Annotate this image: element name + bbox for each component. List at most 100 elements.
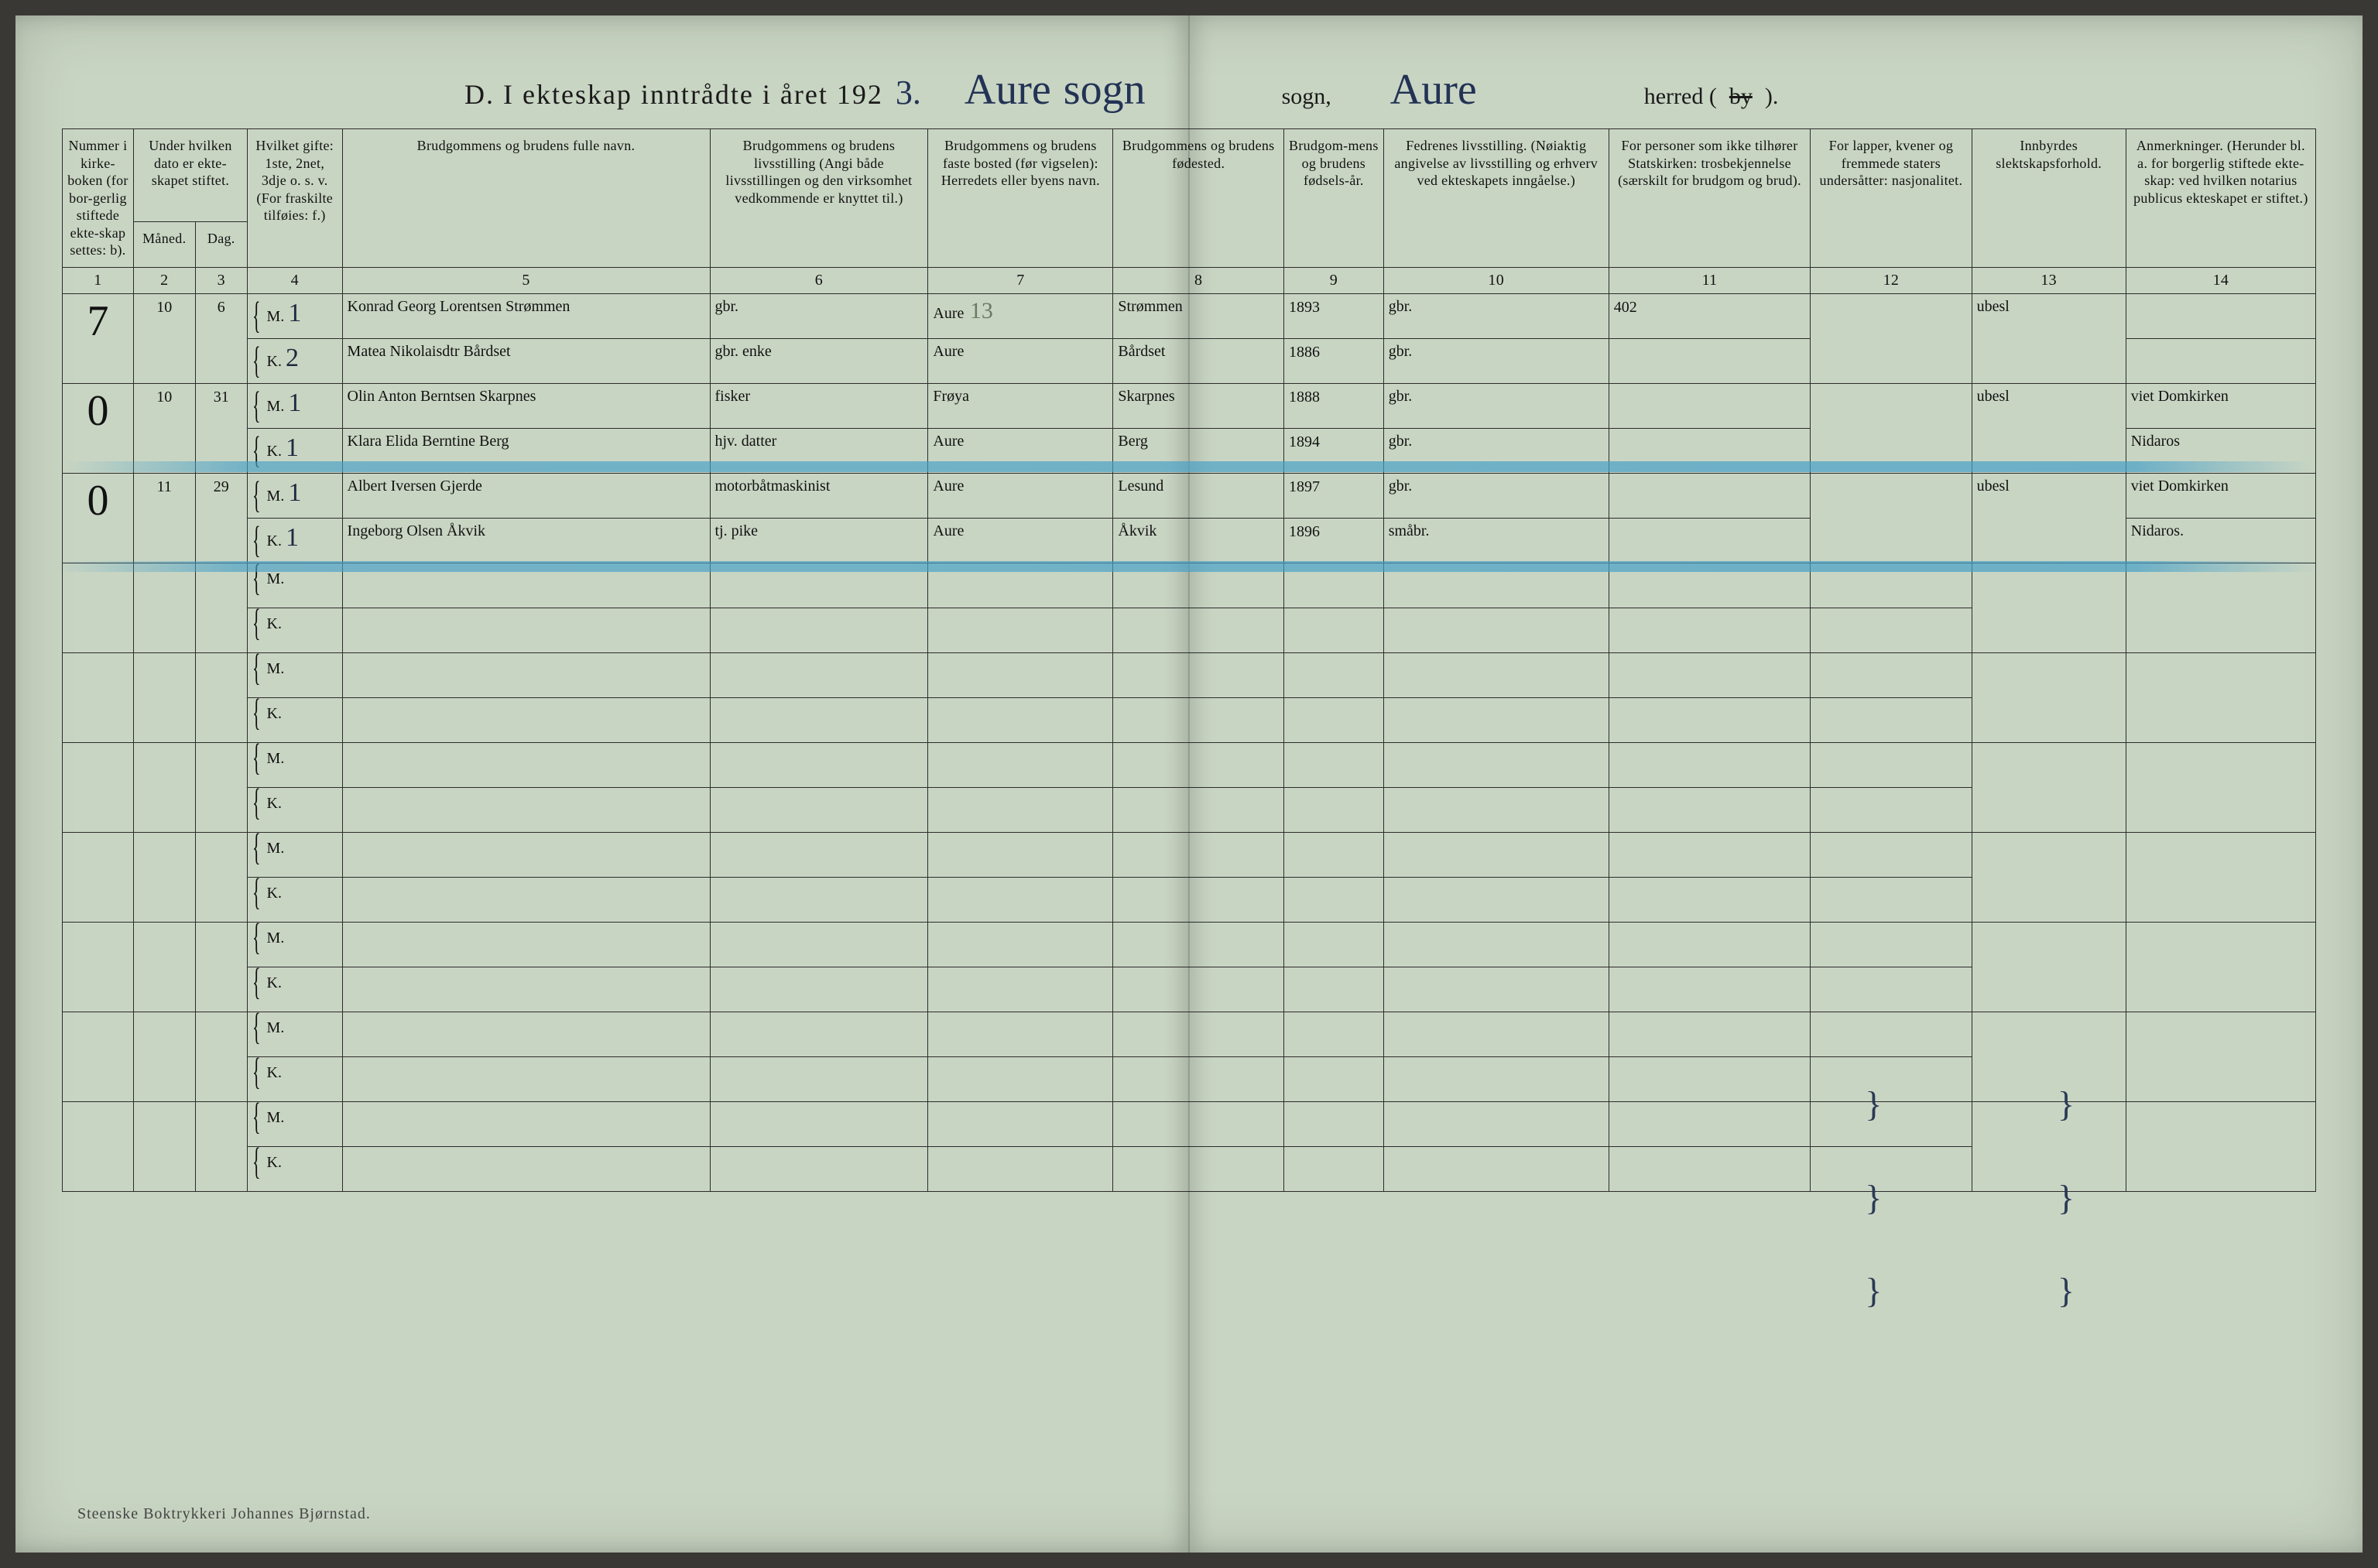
colnum-6: 6 <box>710 267 928 293</box>
mk-label: {K. <box>247 1146 342 1191</box>
empty-cell <box>1811 1012 1972 1056</box>
empty-cell <box>928 742 1113 787</box>
empty-cell <box>133 922 195 1012</box>
empty-cell <box>1113 652 1284 697</box>
colnum-10: 10 <box>1383 267 1609 293</box>
bride-father-occ: småbr. <box>1383 518 1609 563</box>
groom-c11 <box>1609 383 1810 428</box>
empty-cell <box>1609 1101 1810 1146</box>
empty-cell <box>1811 1056 1972 1101</box>
col-header-2a: Måned. <box>133 221 195 267</box>
colnum-3: 3 <box>195 267 247 293</box>
empty-cell <box>1383 787 1609 832</box>
empty-cell <box>1113 563 1284 608</box>
empty-cell <box>1113 877 1284 922</box>
entry-month: 10 <box>133 383 195 473</box>
col-header-10: Fedrenes livsstilling. (Nøiaktig angivel… <box>1383 129 1609 268</box>
empty-cell <box>928 1012 1113 1056</box>
empty-cell <box>1811 1146 1972 1191</box>
bride-remark <box>2126 338 2315 383</box>
empty-cell <box>342 697 710 742</box>
bride-name: Klara Elida Berntine Berg <box>342 428 710 473</box>
empty-cell <box>710 652 928 697</box>
empty-cell <box>928 1056 1113 1101</box>
empty-cell <box>1383 967 1609 1012</box>
title-herred-pre: herred ( <box>1644 84 1717 110</box>
empty-cell <box>63 1101 134 1191</box>
colnum-4: 4 <box>247 267 342 293</box>
groom-birthyear: 1888 <box>1284 383 1384 428</box>
empty-cell <box>1972 832 2126 922</box>
empty-cell <box>928 1101 1113 1146</box>
empty-cell <box>1811 697 1972 742</box>
empty-cell <box>342 742 710 787</box>
groom-occupation: gbr. <box>710 293 928 338</box>
entry-month: 11 <box>133 473 195 563</box>
empty-cell <box>710 742 928 787</box>
colnum-1: 1 <box>63 267 134 293</box>
empty-cell <box>2126 1012 2315 1101</box>
entry-relation: ubesl <box>1972 473 2126 563</box>
empty-cell <box>1284 1012 1384 1056</box>
groom-birthplace: Lesund <box>1113 473 1284 518</box>
empty-cell <box>1811 922 1972 967</box>
empty-cell <box>710 967 928 1012</box>
empty-cell <box>1972 1012 2126 1101</box>
empty-cell <box>1284 832 1384 877</box>
empty-cell <box>1383 1012 1609 1056</box>
empty-cell <box>1284 877 1384 922</box>
entry-number: 7 <box>63 293 134 383</box>
bride-c11 <box>1609 428 1810 473</box>
empty-cell <box>1113 1056 1284 1101</box>
empty-cell <box>928 832 1113 877</box>
groom-occupation: motorbåtmaskinist <box>710 473 928 518</box>
empty-cell <box>342 787 710 832</box>
groom-birthyear: 1897 <box>1284 473 1384 518</box>
groom-remark: viet Domkirken <box>2126 383 2315 428</box>
col-header-9: Brudgom-mens og brudens fødsels-år. <box>1284 129 1384 268</box>
mk-label: {K. <box>247 608 342 652</box>
empty-cell <box>928 697 1113 742</box>
empty-cell <box>1113 1101 1284 1146</box>
empty-cell <box>1609 967 1810 1012</box>
empty-cell <box>1811 877 1972 922</box>
bride-remark: Nidaros <box>2126 428 2315 473</box>
col-header-11: For personer som ikke tilhører Statskirk… <box>1609 129 1810 268</box>
empty-cell <box>2126 652 2315 742</box>
empty-cell <box>710 922 928 967</box>
title-herred-hand: Aure <box>1390 65 1477 115</box>
groom-residence: Aure 13 <box>928 293 1113 338</box>
empty-cell <box>1284 742 1384 787</box>
empty-cell <box>1811 608 1972 652</box>
empty-cell <box>1811 563 1972 608</box>
mk-label: {K. 1 <box>247 518 342 563</box>
groom-residence: Frøya <box>928 383 1113 428</box>
groom-name: Albert Iversen Gjerde <box>342 473 710 518</box>
empty-cell <box>63 742 134 832</box>
empty-cell <box>342 967 710 1012</box>
title-herred-strike: by <box>1729 84 1753 110</box>
bride-occupation: hjv. datter <box>710 428 928 473</box>
empty-cell <box>1609 877 1810 922</box>
col-header-5: Brudgommens og brudens fulle navn. <box>342 129 710 268</box>
bride-c11 <box>1609 518 1810 563</box>
empty-cell <box>1284 967 1384 1012</box>
mk-label: {M. 1 <box>247 293 342 338</box>
empty-cell <box>1113 1146 1284 1191</box>
empty-cell <box>1284 1146 1384 1191</box>
col-header-14: Anmerkninger. (Herunder bl. a. for borge… <box>2126 129 2315 268</box>
colnum-2: 2 <box>133 267 195 293</box>
groom-father-occ: gbr. <box>1383 473 1609 518</box>
empty-cell <box>195 652 247 742</box>
groom-c12 <box>1811 383 1972 473</box>
colnum-11: 11 <box>1609 267 1810 293</box>
empty-cell <box>1284 563 1384 608</box>
empty-cell <box>1383 877 1609 922</box>
bride-residence: Aure <box>928 338 1113 383</box>
empty-cell <box>1113 1012 1284 1056</box>
empty-cell <box>1609 922 1810 967</box>
bride-birthplace: Åkvik <box>1113 518 1284 563</box>
empty-cell <box>63 563 134 652</box>
entry-relation: ubesl <box>1972 383 2126 473</box>
mk-label: {K. <box>247 787 342 832</box>
